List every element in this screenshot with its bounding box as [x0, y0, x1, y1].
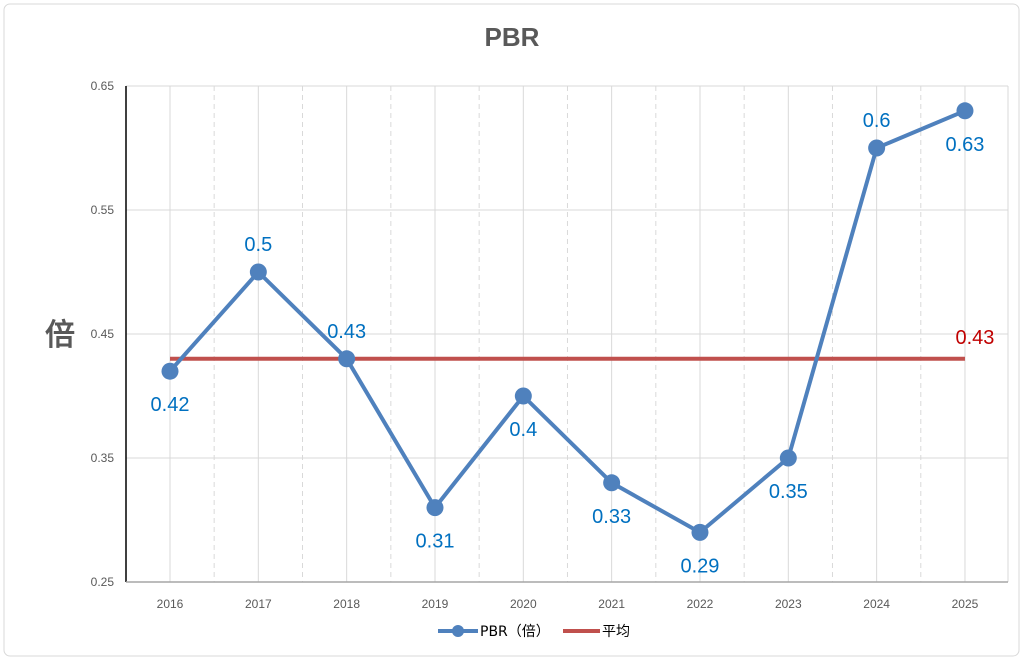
pbr-point — [161, 362, 179, 380]
x-tick-label: 2018 — [333, 597, 360, 611]
x-tick-label: 2023 — [775, 597, 802, 611]
pbr-point — [779, 449, 797, 467]
pbr-point — [868, 139, 886, 157]
pbr-data-label: 0.33 — [592, 506, 631, 528]
pbr-point — [691, 523, 709, 541]
legend: PBR（倍） 平均 — [438, 624, 630, 640]
x-tick-label: 2022 — [687, 597, 714, 611]
y-tick-label: 0.55 — [91, 203, 115, 217]
x-tick-label: 2020 — [510, 597, 537, 611]
chart-border — [3, 3, 1020, 657]
x-tick-label: 2021 — [598, 597, 625, 611]
pbr-data-label: 0.6 — [863, 110, 891, 132]
x-tick-label: 2019 — [422, 597, 449, 611]
pbr-data-label: 0.29 — [681, 555, 720, 577]
x-tick-label: 2017 — [245, 597, 272, 611]
y-tick-label: 0.65 — [91, 79, 115, 93]
y-axis-label: 倍 — [45, 318, 75, 353]
pbr-data-label: 0.63 — [946, 134, 985, 156]
x-tick-label: 2025 — [952, 597, 979, 611]
pbr-data-label: 0.43 — [327, 321, 366, 343]
average-data-label: 0.43 — [956, 327, 995, 349]
pbr-data-label: 0.4 — [509, 419, 537, 441]
y-tick-label: 0.45 — [91, 327, 115, 341]
y-tick-label: 0.35 — [91, 451, 115, 465]
legend-marker-pbr — [452, 625, 464, 637]
pbr-point — [426, 499, 444, 517]
chart-title: PBR — [485, 22, 540, 52]
pbr-point — [249, 263, 267, 281]
pbr-point — [514, 387, 532, 405]
y-tick-label: 0.25 — [91, 575, 115, 589]
legend-label-pbr: PBR（倍） — [480, 624, 550, 640]
pbr-line — [168, 108, 966, 535]
legend-label-avg: 平均 — [602, 624, 630, 640]
pbr-data-label: 0.35 — [769, 481, 808, 503]
pbr-data-label: 0.42 — [151, 394, 190, 416]
x-tick-label: 2016 — [157, 597, 184, 611]
pbr-data-label: 0.31 — [416, 531, 455, 553]
pbr-data-label: 0.5 — [244, 234, 272, 256]
x-tick-label: 2024 — [863, 597, 890, 611]
pbr-point — [603, 474, 621, 492]
pbr-point — [338, 350, 356, 368]
pbr-point — [956, 102, 974, 120]
